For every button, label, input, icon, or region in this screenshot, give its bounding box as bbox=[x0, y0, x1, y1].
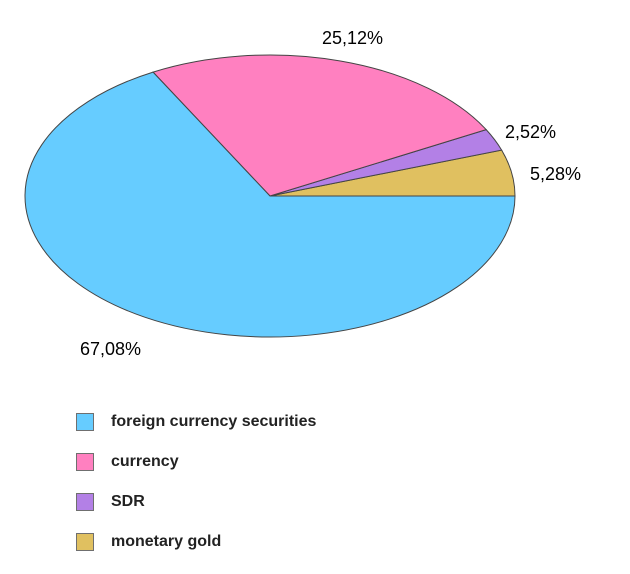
legend-swatch bbox=[76, 453, 94, 471]
pie-chart: 67,08% 25,12% 2,52% 5,28% bbox=[24, 28, 581, 359]
legend-label: monetary gold bbox=[111, 533, 222, 550]
legend-item-monetary-gold: monetary gold bbox=[76, 532, 316, 552]
data-label-currency: 25,12% bbox=[322, 28, 383, 48]
legend-item-foreign-currency-securities: foreign currency securities bbox=[76, 412, 316, 432]
legend-item-sdr: SDR bbox=[76, 492, 316, 512]
legend-swatch bbox=[76, 533, 94, 551]
legend-label: currency bbox=[111, 453, 179, 470]
legend-swatch bbox=[76, 413, 94, 431]
legend-swatch bbox=[76, 493, 94, 511]
legend: foreign currency securities currency SDR mo… bbox=[76, 412, 316, 552]
legend-label: SDR bbox=[111, 493, 145, 510]
legend-label: foreign currency securities bbox=[111, 413, 317, 430]
pie-slice-foreign-currency-securities bbox=[24, 71, 516, 338]
legend-item-currency: currency bbox=[76, 452, 316, 472]
data-label-foreign-currency-securities: 67,08% bbox=[80, 339, 141, 359]
pie-slice-currency bbox=[152, 54, 488, 197]
data-label-monetary-gold: 5,28% bbox=[530, 164, 581, 184]
data-label-sdr: 2,52% bbox=[505, 122, 556, 142]
